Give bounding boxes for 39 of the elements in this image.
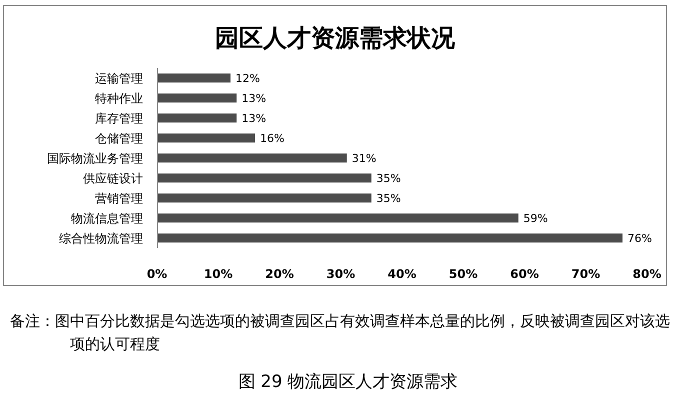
y-tick-label: 国际物流业务管理 [47, 152, 143, 166]
data-label: 16% [260, 132, 284, 145]
x-tick-label: 30% [326, 267, 356, 281]
x-tick-label: 80% [632, 267, 662, 281]
x-tick-label: 50% [448, 267, 478, 281]
x-tick-label: 20% [265, 267, 294, 281]
x-tick-label: 60% [510, 267, 539, 281]
x-tick-label: 0% [146, 267, 168, 281]
caption: 图 29 物流园区人才资源需求 [237, 371, 459, 393]
x-tick-label: 10% [204, 267, 233, 281]
y-tick-label: 物流信息管理 [71, 212, 143, 226]
y-tick-label: 特种作业 [95, 92, 143, 106]
bar [157, 134, 255, 142]
data-label: 35% [376, 172, 401, 185]
text: 备注：图中百分比数据是勾选选项的被调查园区占有效调查样本总量的比例，反映被调查园区对该选项的认可程度 [10, 311, 671, 355]
chart-title: 园区人才资源需求状况 [215, 23, 456, 52]
y-tick-label: 供应链设计 [83, 172, 143, 186]
bar [157, 174, 372, 182]
bar [157, 94, 237, 102]
bar [157, 114, 237, 122]
bar [157, 194, 372, 202]
y-tick-label: 仓储管理 [95, 132, 143, 146]
data-label: 31% [352, 152, 376, 165]
data-label: 35% [376, 192, 401, 205]
data-label: 76% [628, 232, 652, 245]
x-tick-label: 70% [571, 267, 600, 281]
bar [157, 234, 622, 242]
y-tick-label: 综合性物流管理 [59, 232, 143, 246]
bar [157, 214, 518, 222]
y-tick-label: 运输管理 [95, 72, 143, 86]
bar [157, 154, 347, 162]
data-label: 13% [242, 92, 266, 105]
data-label: 59% [523, 212, 548, 225]
y-tick-label: 营销管理 [95, 192, 143, 206]
x-tick-label: 40% [388, 267, 416, 281]
data-label: 13% [242, 112, 266, 125]
data-label: 12% [236, 72, 260, 85]
bar [157, 74, 230, 82]
y-tick-label: 库存管理 [95, 112, 143, 126]
